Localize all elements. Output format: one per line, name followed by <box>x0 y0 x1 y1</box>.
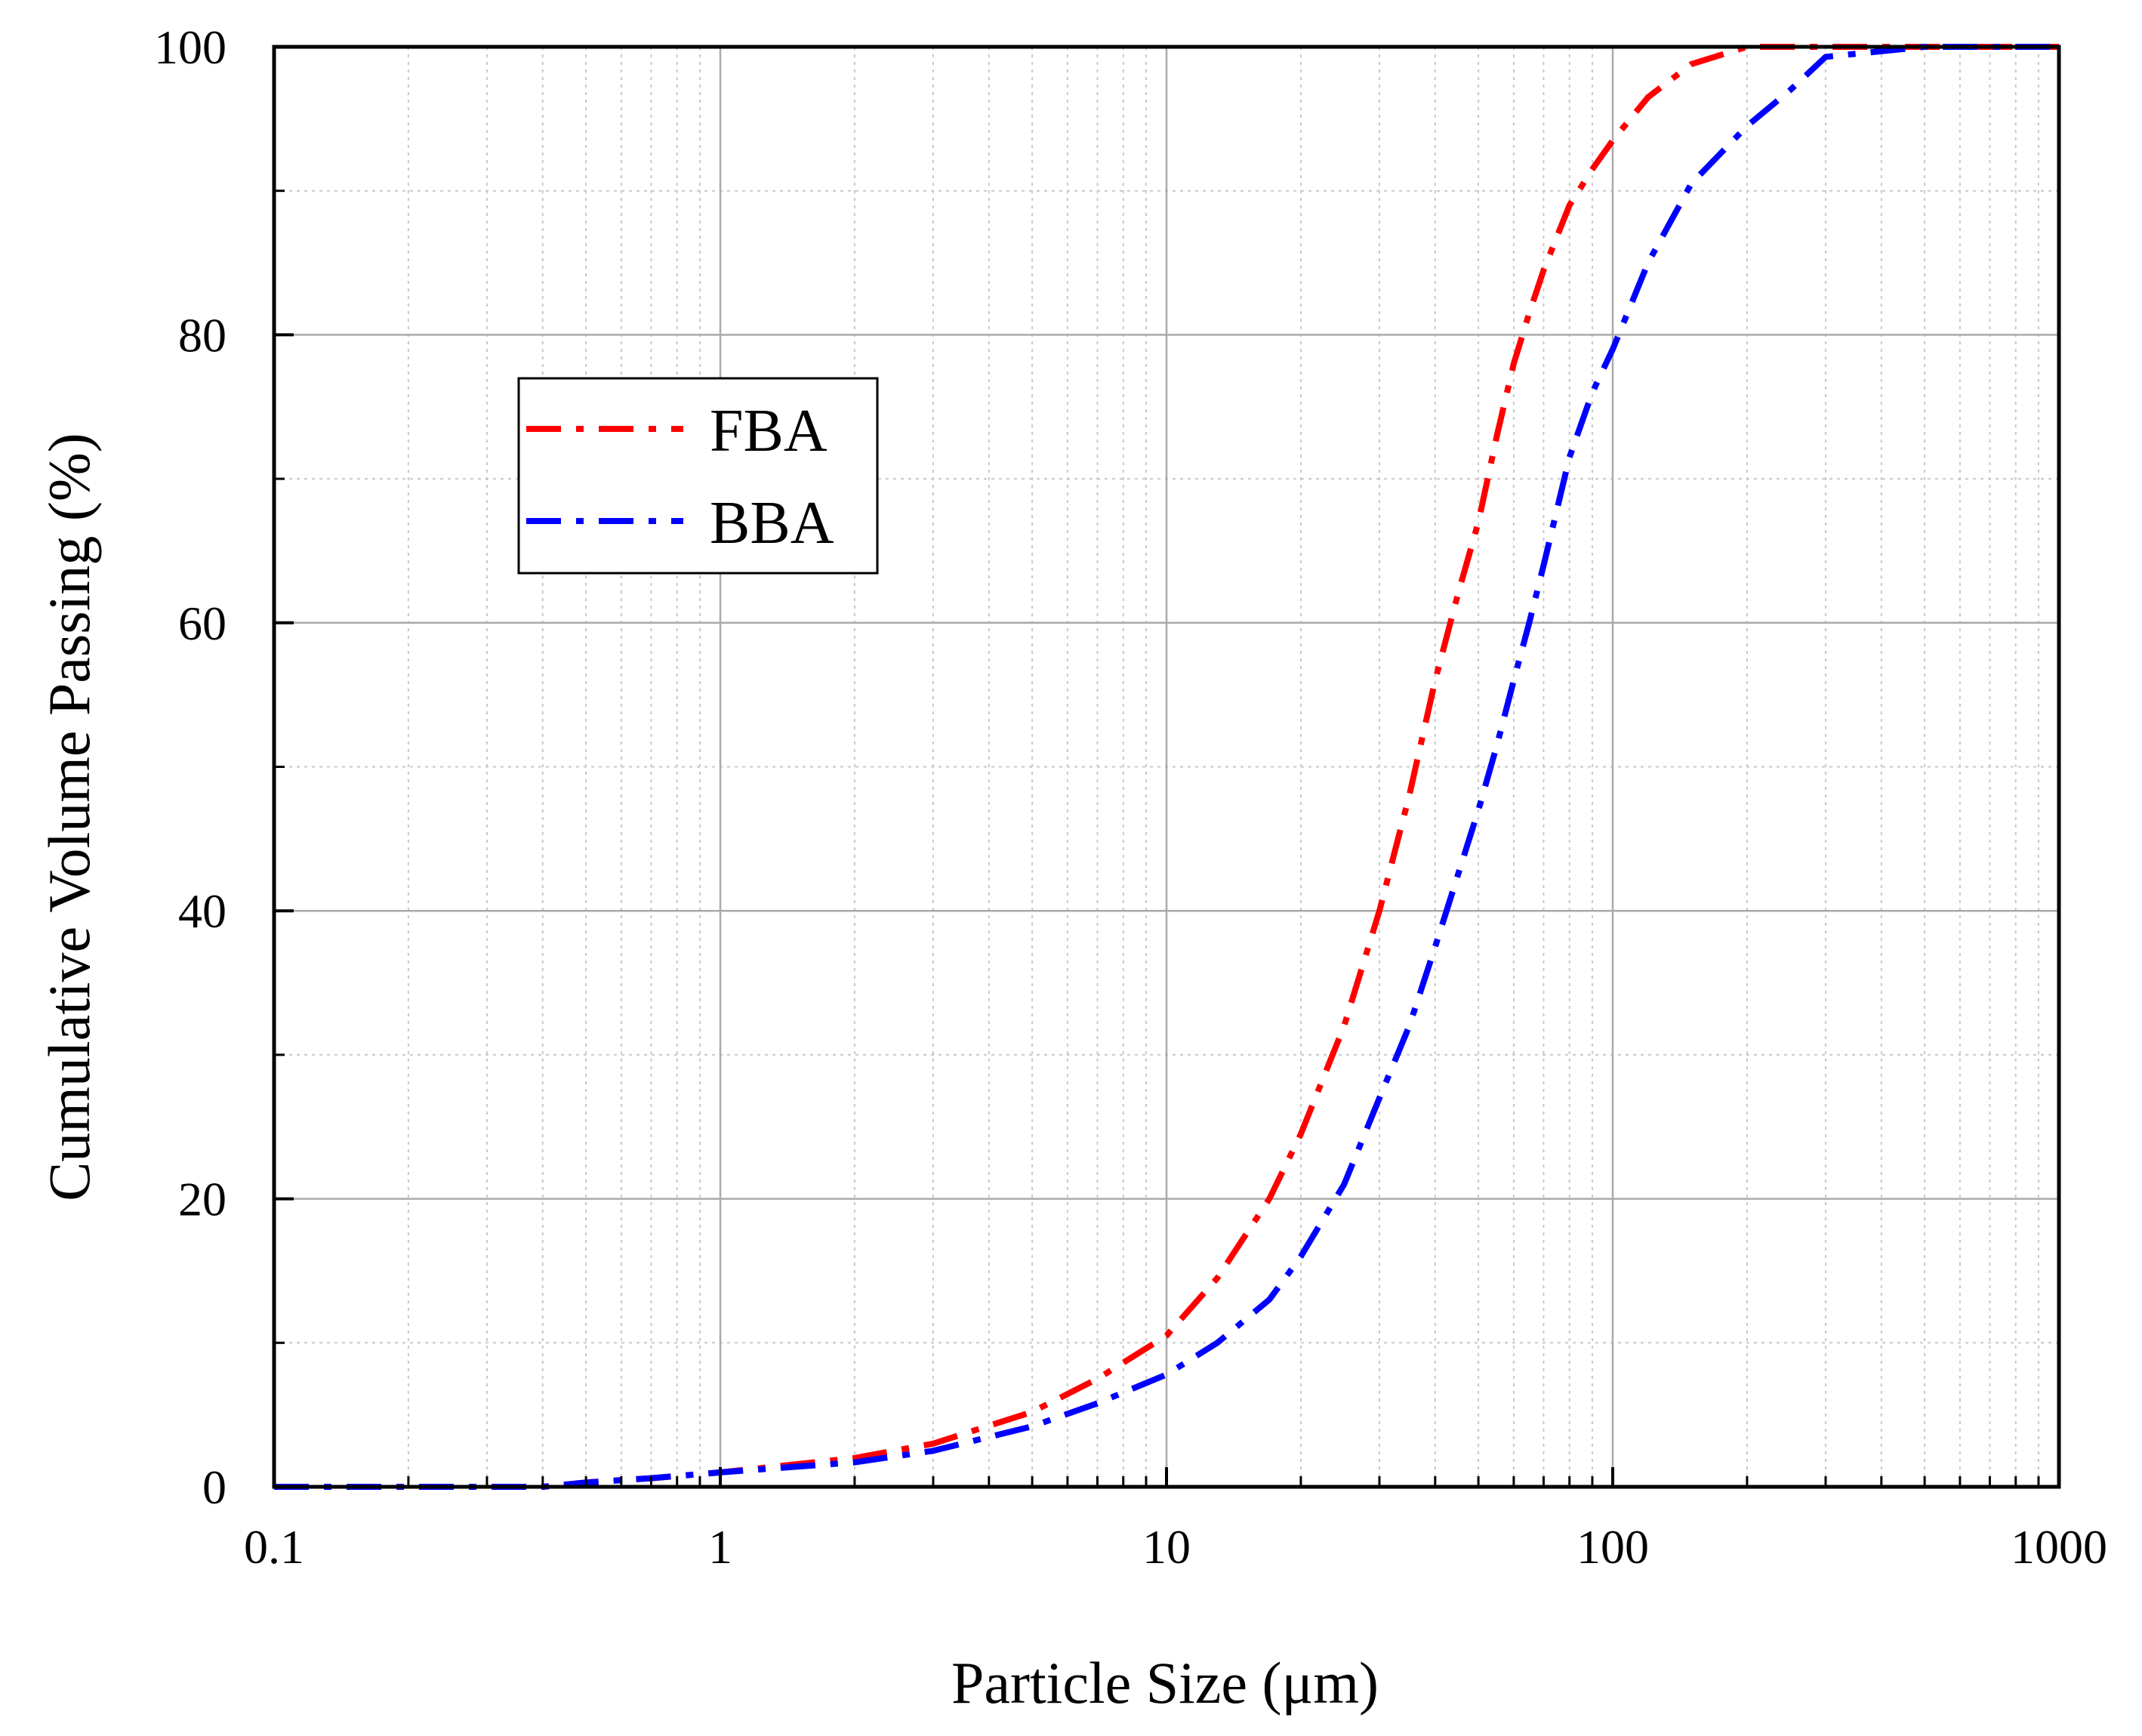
x-tick-label: 100 <box>1576 1520 1649 1574</box>
series-layer <box>274 44 2059 1490</box>
x-tick-label: 10 <box>1142 1520 1191 1574</box>
y-tick-label: 100 <box>154 20 227 74</box>
x-axis-title: Particle Size (μm) <box>951 1650 1379 1716</box>
axis-ticks <box>273 45 2060 1488</box>
y-tick-labels: 0 20 40 60 80 100 <box>154 20 227 1514</box>
legend-label-bba: BBA <box>710 490 834 557</box>
series-line-bba <box>274 44 2059 1490</box>
x-tick-label: 1 <box>708 1520 732 1574</box>
x-tick-label: 0.1 <box>244 1520 304 1574</box>
y-tick-label: 40 <box>178 884 227 938</box>
x-tick-labels: 0.1 1 10 100 1000 <box>244 1520 2107 1574</box>
legend-label-fba: FBA <box>710 398 828 464</box>
y-tick-label: 0 <box>202 1460 227 1514</box>
legend-box <box>517 377 879 575</box>
y-tick-label: 80 <box>178 308 227 362</box>
y-axis-title: Cumulative Volume Passing (%) <box>36 433 102 1201</box>
major-grid <box>273 45 2060 1488</box>
y-tick-label: 20 <box>178 1173 227 1226</box>
y-tick-label: 60 <box>178 597 227 650</box>
x-tick-label: 1000 <box>2011 1520 2107 1574</box>
legend: FBA BBA <box>517 377 879 575</box>
